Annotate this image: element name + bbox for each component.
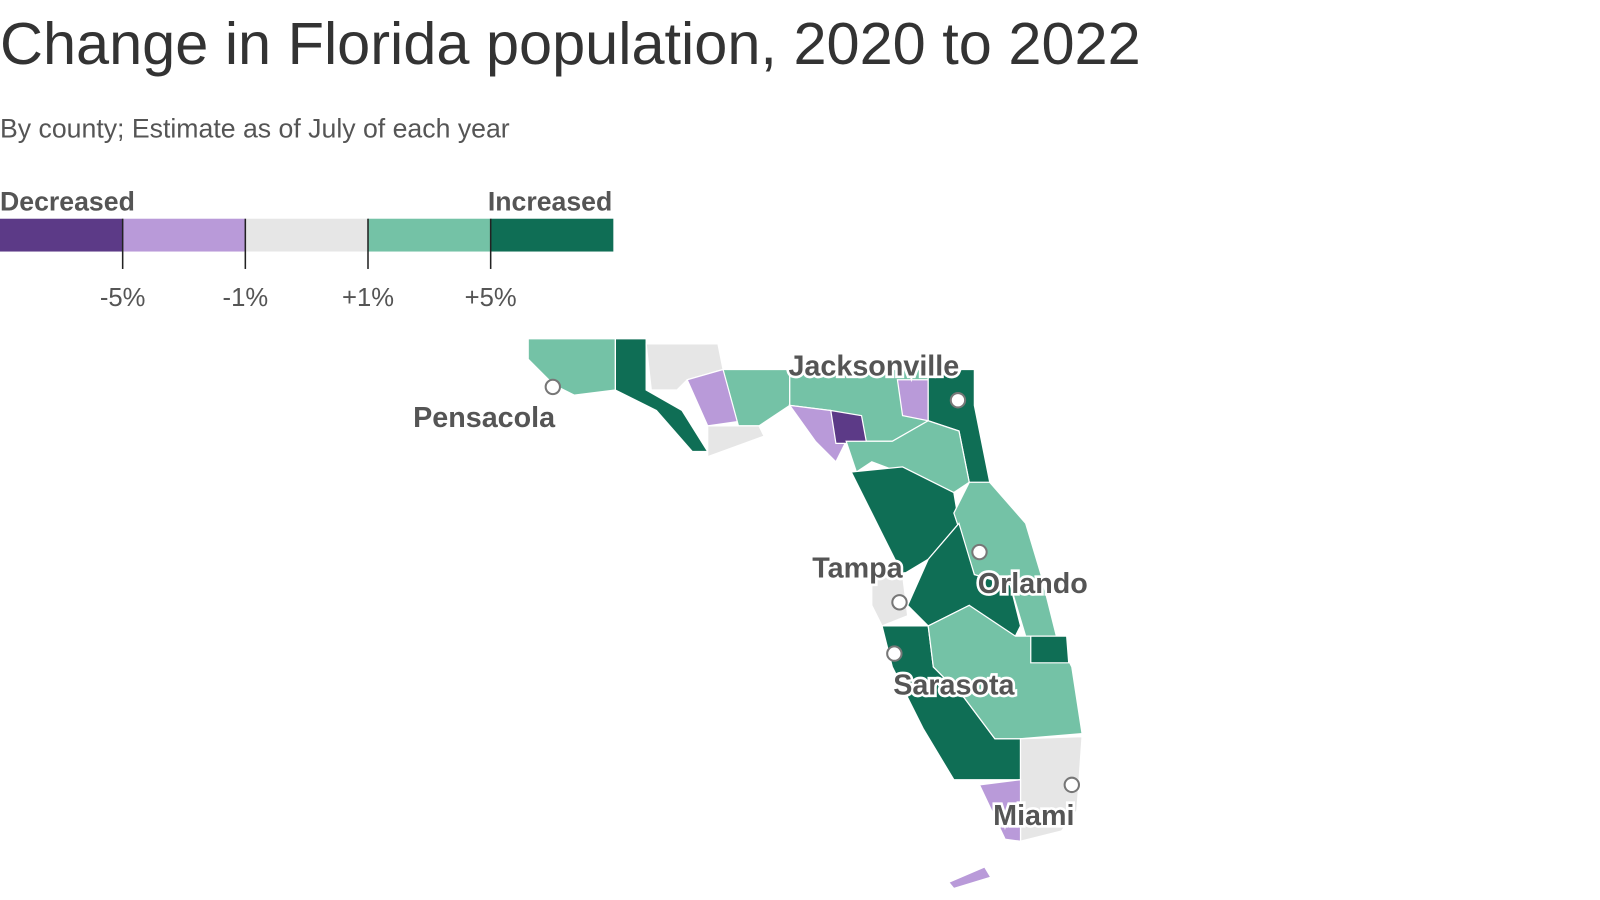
city-label: Miami (993, 800, 1074, 832)
legend-swatch (245, 218, 368, 252)
city-label: Orlando (978, 568, 1088, 600)
subtitle: By county; Estimate as of July of each y… (0, 114, 510, 144)
city-label: Tampa (812, 553, 903, 585)
legend-swatch (0, 218, 123, 252)
city-label: Pensacola (413, 402, 556, 434)
legend-high-label: Increased (488, 187, 612, 217)
legend: -5% -1% +1% +5% (0, 218, 614, 312)
city-dot (971, 543, 988, 561)
legend-tick-label: +1% (342, 284, 394, 312)
county-region (722, 368, 791, 427)
city-label: Sarasota (893, 670, 1015, 702)
city-label: Jacksonville (788, 351, 959, 383)
legend-swatch (490, 218, 614, 252)
county-region (1030, 635, 1070, 664)
county-region (947, 866, 992, 890)
legend-tick-label: -1% (223, 284, 269, 312)
legend-swatch (368, 218, 491, 252)
city-dot (886, 645, 903, 662)
city-dot (1063, 776, 1080, 794)
title: Change in Florida population, 2020 to 20… (0, 10, 1141, 77)
city-dot (949, 392, 967, 409)
legend-tick-label: -5% (100, 284, 146, 312)
county-region (707, 425, 765, 458)
city-dot (544, 378, 562, 396)
county-region (830, 409, 868, 444)
county-region (978, 779, 1022, 842)
legend-swatch (122, 218, 246, 252)
county-region (896, 379, 929, 422)
county-region (527, 338, 616, 396)
legend-low-label: Decreased (0, 187, 135, 217)
legend-tick-label: +5% (465, 284, 517, 312)
city-dot (891, 594, 908, 611)
county-region (871, 574, 909, 627)
city-labels: Pensacola Jacksonville Tampa Orlando Sarasot… (411, 348, 1091, 834)
